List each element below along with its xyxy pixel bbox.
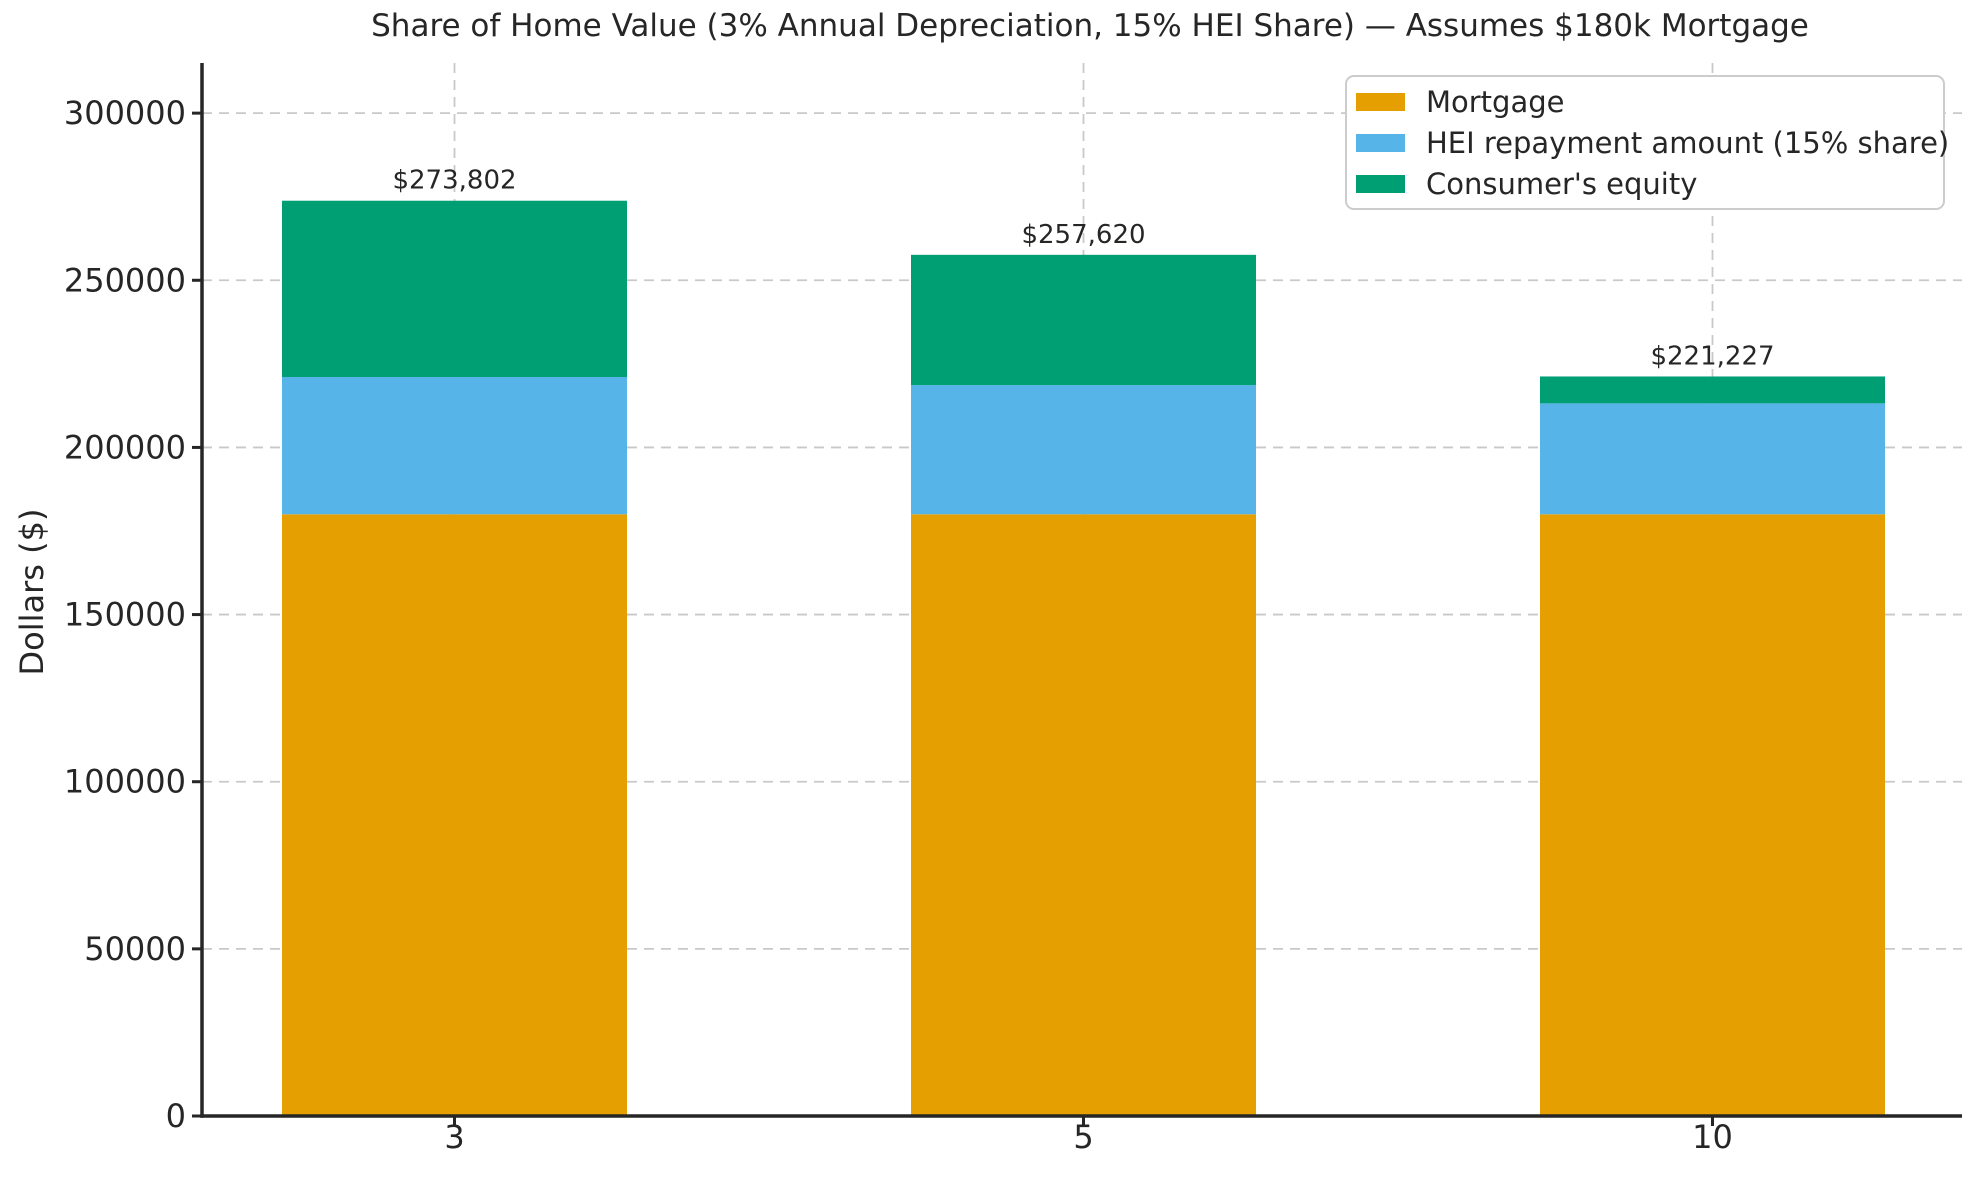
bar-segment-hei-repayment-amount-15-share-year-3 [282,376,627,515]
y-axis-label: Dollars ($) [13,508,51,676]
bar-segment-hei-repayment-amount-15-share-year-5 [911,385,1256,515]
bar-segment-mortgage-year-3 [282,514,627,1116]
hei-swatch-icon [1356,133,1405,152]
mortgage-swatch-icon [1356,92,1405,111]
y-tick-label: 100000 [64,763,186,801]
legend-label: HEI repayment amount (15% share) [1426,125,1950,160]
y-tick-label: 300000 [64,94,186,132]
y-tick-label: 150000 [64,596,186,634]
y-tick-label: 0 [166,1097,186,1135]
x-tick-label: 10 [1692,1118,1733,1156]
bar-segment-consumer-s-equity-year-3 [282,200,627,377]
legend-item-mortgage: Mortgage [1347,85,1943,119]
y-tick-label: 200000 [64,428,186,466]
equity-swatch-icon [1356,174,1405,193]
bar-segment-hei-repayment-amount-15-share-year-10 [1540,403,1885,515]
legend-item-consumer-equity: Consumer's equity [1347,167,1943,201]
legend: Mortgage HEI repayment amount (15% share… [1345,75,1949,210]
legend-label: Consumer's equity [1426,166,1698,201]
legend-label: Mortgage [1426,84,1565,119]
y-tick-label: 250000 [64,261,186,299]
bar-total-label: $273,802 [392,166,516,196]
bar-segment-consumer-s-equity-year-10 [1540,376,1885,404]
chart-title: Share of Home Value (3% Annual Depreciat… [371,8,1809,44]
legend-item-hei-repayment: HEI repayment amount (15% share) [1347,126,1949,160]
bar-total-label: $221,227 [1650,341,1774,371]
y-tick-label: 50000 [84,930,186,968]
bar-segment-consumer-s-equity-year-5 [911,254,1256,386]
bar-total-label: $257,620 [1021,220,1145,250]
bar-segment-mortgage-year-5 [911,514,1256,1116]
x-tick-label: 5 [1073,1118,1093,1156]
bar-segment-mortgage-year-10 [1540,514,1885,1116]
x-tick-label: 3 [444,1118,464,1156]
